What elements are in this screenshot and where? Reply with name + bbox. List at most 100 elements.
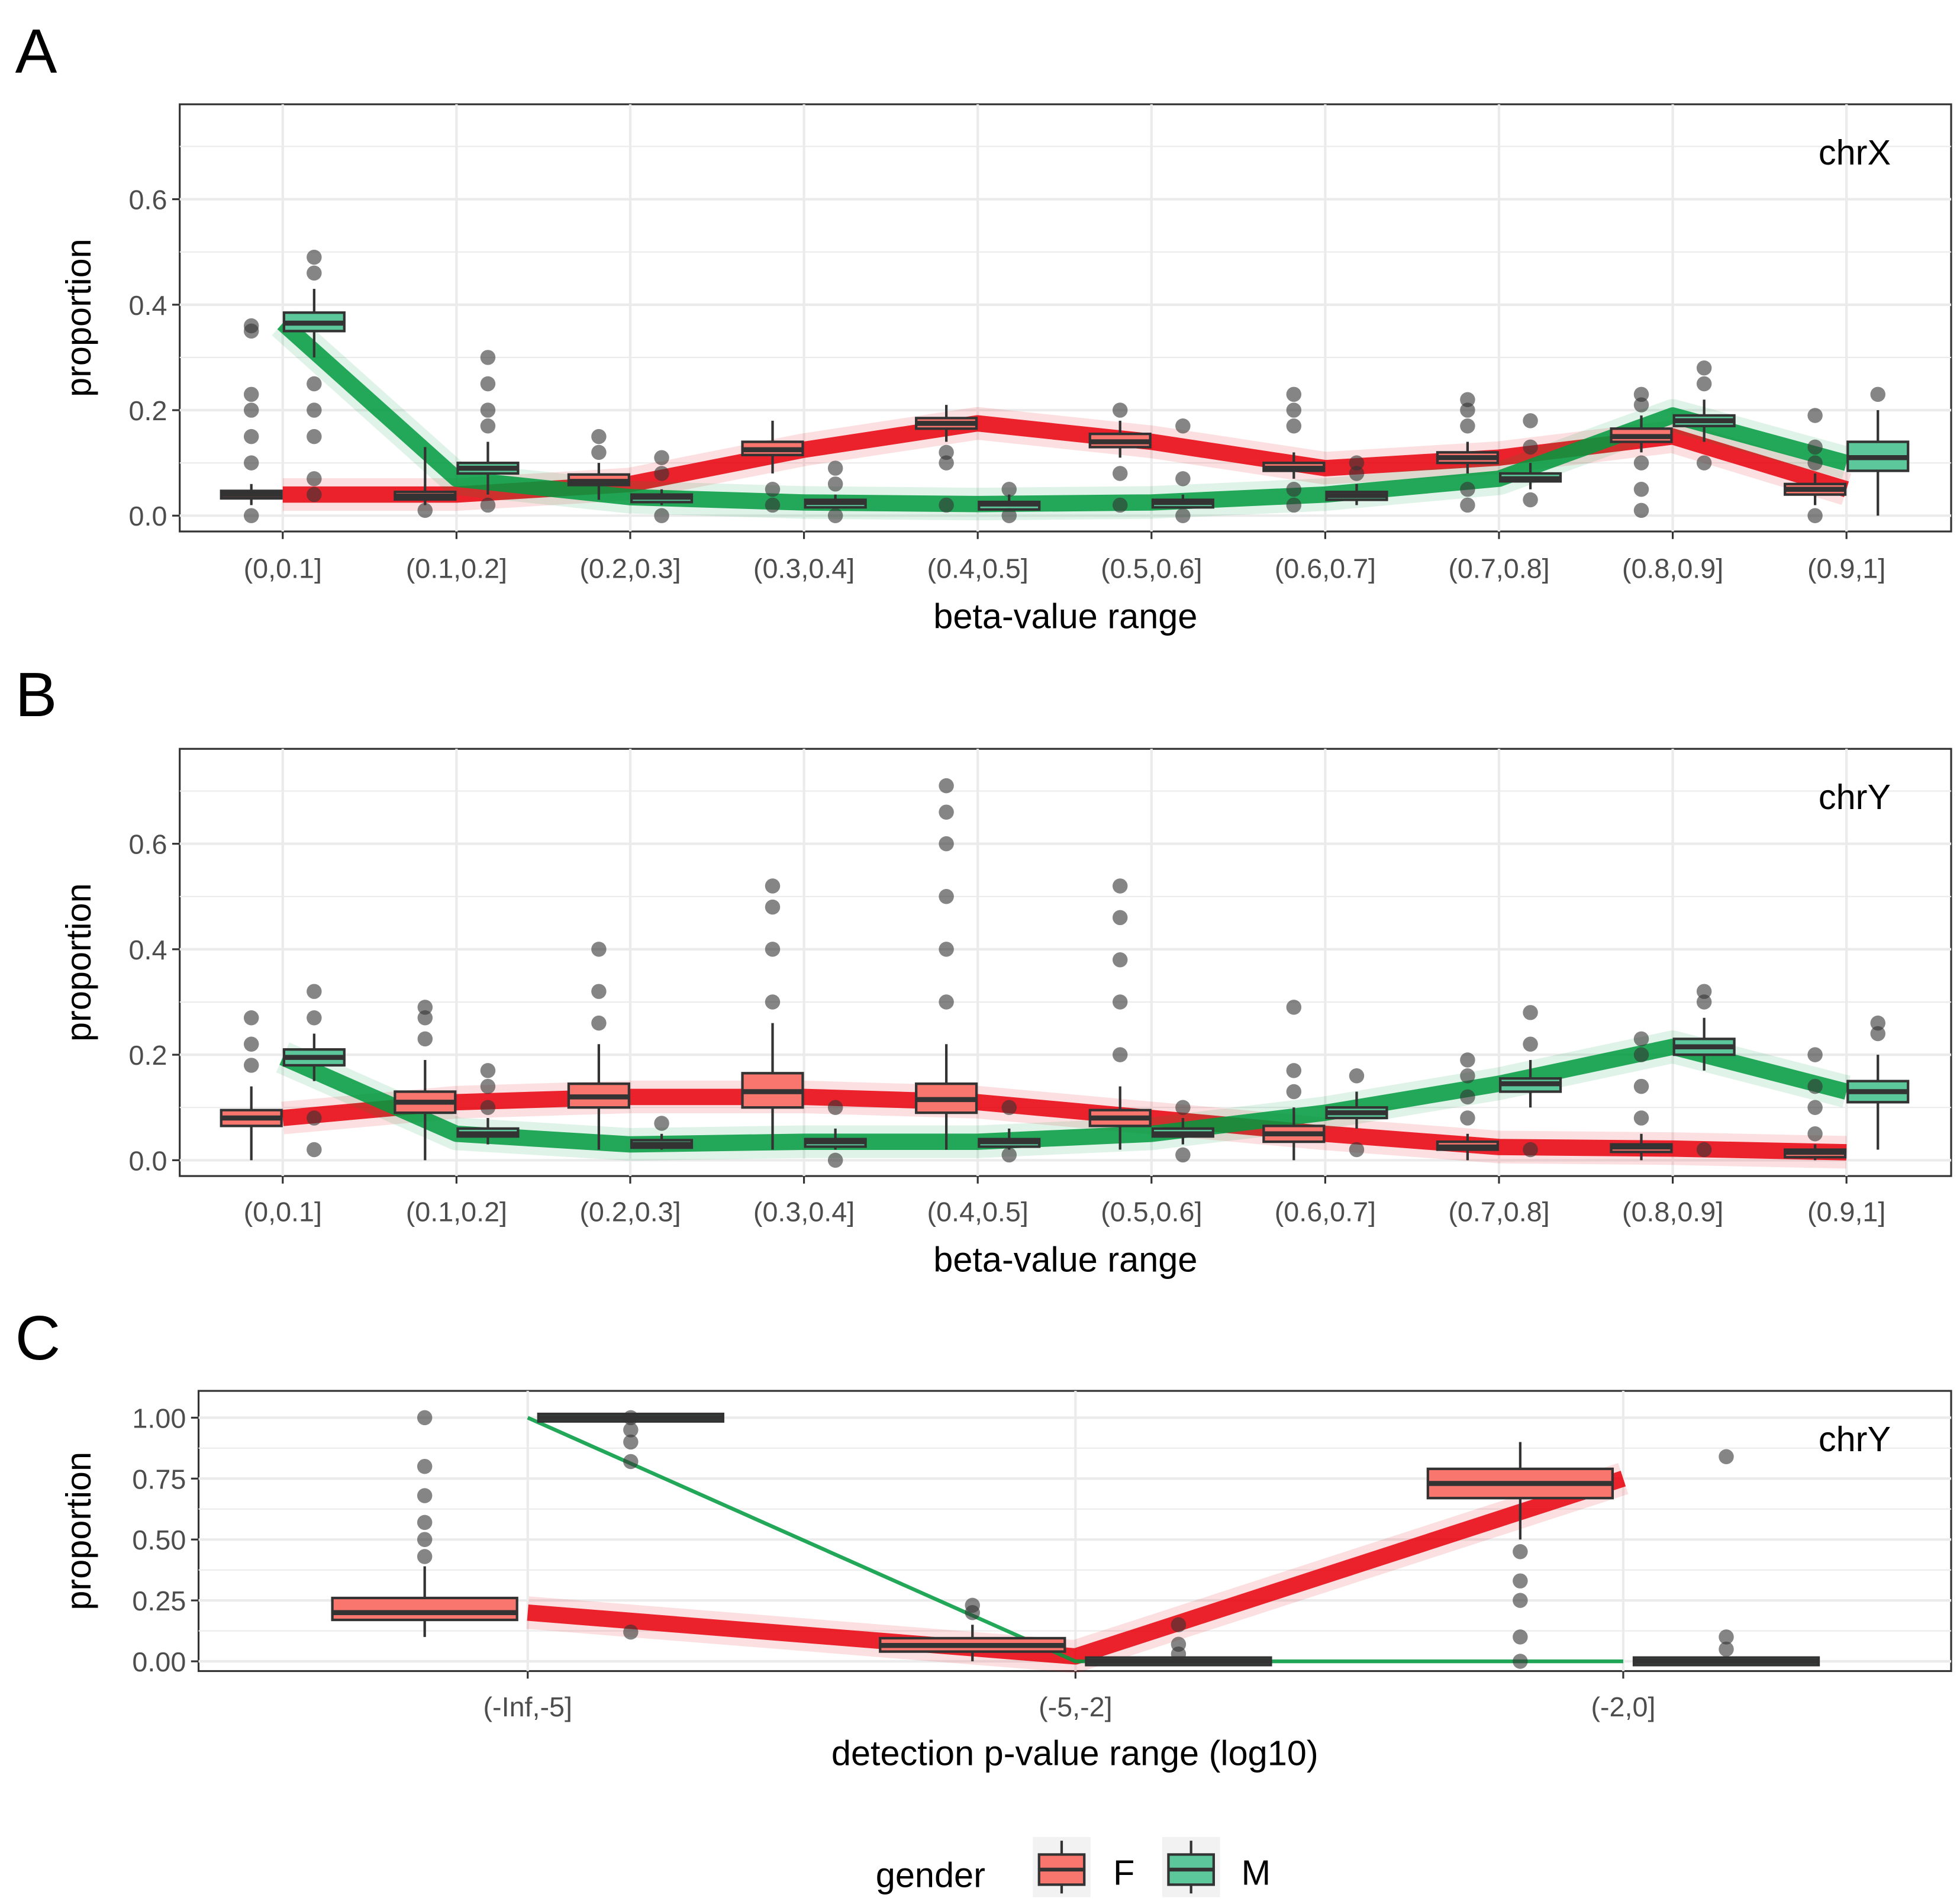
boxplot-M: [1498, 413, 1562, 508]
outlier-point: [623, 1624, 639, 1640]
boxplot-M: [804, 460, 867, 524]
boxplot-F: [220, 318, 283, 524]
outlier-point: [623, 1410, 639, 1426]
boxplot-M: [1325, 1068, 1388, 1158]
outlier-point: [1807, 1100, 1823, 1115]
outlier-point: [827, 1100, 843, 1115]
outlier-point: [480, 497, 496, 513]
boxplot-F: [567, 428, 630, 500]
outlier-point: [243, 1036, 259, 1052]
x-tick-label: (0.8,0.9]: [1622, 1196, 1723, 1227]
outlier-point: [243, 402, 259, 418]
outlier-point: [1807, 508, 1823, 524]
boxplot-F: [567, 942, 630, 1150]
outlier-point: [1523, 1036, 1538, 1052]
outlier-point: [1807, 408, 1823, 423]
outlier-point: [1696, 1142, 1712, 1158]
legend-label-F: F: [1113, 1852, 1134, 1892]
outlier-point: [417, 1410, 433, 1426]
boxplot-M: [537, 1410, 724, 1640]
outlier-point: [591, 428, 607, 444]
outlier-point: [1870, 386, 1885, 402]
outlier-point: [417, 1000, 433, 1015]
outlier-point: [1870, 1015, 1885, 1031]
outlier-point: [1349, 466, 1365, 481]
outlier-point: [939, 836, 954, 852]
outlier-point: [1175, 1147, 1191, 1163]
outlier-point: [827, 1152, 843, 1168]
sample-lines-F: [527, 1471, 1626, 1665]
x-tick-label: (-5,-2]: [1039, 1691, 1113, 1722]
outlier-point: [307, 486, 322, 502]
outlier-point: [1807, 1078, 1823, 1094]
outlier-point: [307, 1010, 322, 1026]
boxplot-F: [1436, 1052, 1499, 1161]
outlier-point: [939, 804, 954, 820]
outlier-point: [1807, 1126, 1823, 1142]
boxplot-M: [456, 350, 520, 513]
outlier-point: [1460, 392, 1475, 407]
outlier-point: [939, 778, 954, 794]
x-tick-label: (0.6,0.7]: [1275, 1196, 1376, 1227]
legend-title: gender: [876, 1855, 985, 1895]
outlier-point: [1523, 1142, 1538, 1158]
outlier-point: [307, 1110, 322, 1126]
boxplot-F: [1436, 392, 1499, 513]
outlier-point: [1112, 497, 1128, 513]
outlier-point: [591, 1015, 607, 1031]
outlier-point: [480, 1063, 496, 1078]
x-tick-label: (0.7,0.8]: [1448, 553, 1549, 584]
outlier-point: [765, 899, 781, 915]
outlier-point: [939, 444, 954, 460]
outlier-point: [1001, 481, 1017, 497]
outlier-point: [243, 318, 259, 334]
outlier-point: [1719, 1449, 1734, 1464]
panel-letter: B: [15, 660, 57, 730]
outlier-point: [765, 497, 781, 513]
x-tick-label: (0.9,1]: [1807, 1196, 1885, 1227]
outlier-point: [1513, 1593, 1528, 1608]
outlier-point: [1112, 952, 1128, 968]
outlier-point: [1001, 1147, 1017, 1163]
boxplot-F: [1088, 402, 1152, 513]
y-tick-label: 0.0: [129, 501, 167, 531]
outlier-point: [1286, 497, 1302, 513]
outlier-point: [1112, 878, 1128, 894]
panel-B: B (0,0.1] (0.1,0.2] (0.2,0.3] (0.3,0.4] (0.4,…: [15, 660, 1952, 1279]
panel-A: A (0,0.1] (0.1,0.2] (0.2,0.3] (0.3,0.4] (0.4,…: [15, 17, 1952, 636]
outlier-point: [1349, 1068, 1365, 1084]
outlier-point: [1460, 1068, 1475, 1084]
outlier-point: [1460, 1052, 1475, 1068]
boxplot-F: [1426, 1442, 1614, 1669]
y-axis-title: proportion: [59, 239, 98, 397]
x-tick-label: (0.4,0.5]: [927, 553, 1029, 584]
x-tick-label: (0.5,0.6]: [1101, 1196, 1202, 1227]
outlier-point: [243, 386, 259, 402]
outlier-point: [307, 984, 322, 999]
x-tick-label: (0.5,0.6]: [1101, 553, 1202, 584]
outlier-point: [1523, 492, 1538, 508]
boxplot-F: [879, 1597, 1066, 1662]
outlier-point: [1696, 455, 1712, 471]
x-tick-label: (-Inf,-5]: [483, 1691, 572, 1722]
outlier-point: [827, 476, 843, 492]
outlier-point: [765, 942, 781, 957]
boxplot-F: [1088, 878, 1152, 1150]
boxplot-F: [741, 878, 804, 1150]
sample-lines-M: [279, 1038, 1849, 1153]
outlier-point: [1807, 439, 1823, 455]
facet-label: chrX: [1819, 133, 1891, 172]
boxplot-F: [1610, 386, 1673, 518]
outlier-point: [654, 508, 669, 524]
y-tick-label: 0.2: [129, 395, 167, 426]
y-tick-label: 0.75: [132, 1464, 186, 1494]
x-tick-label: (0.3,0.4]: [753, 1196, 855, 1227]
outlier-point: [243, 1058, 259, 1073]
boxplot-M: [456, 1063, 520, 1145]
outlier-point: [307, 471, 322, 486]
outlier-point: [1719, 1641, 1734, 1657]
outlier-point: [623, 1434, 639, 1450]
outlier-point: [1286, 481, 1302, 497]
outlier-point: [1286, 1000, 1302, 1015]
outlier-point: [1460, 481, 1475, 497]
